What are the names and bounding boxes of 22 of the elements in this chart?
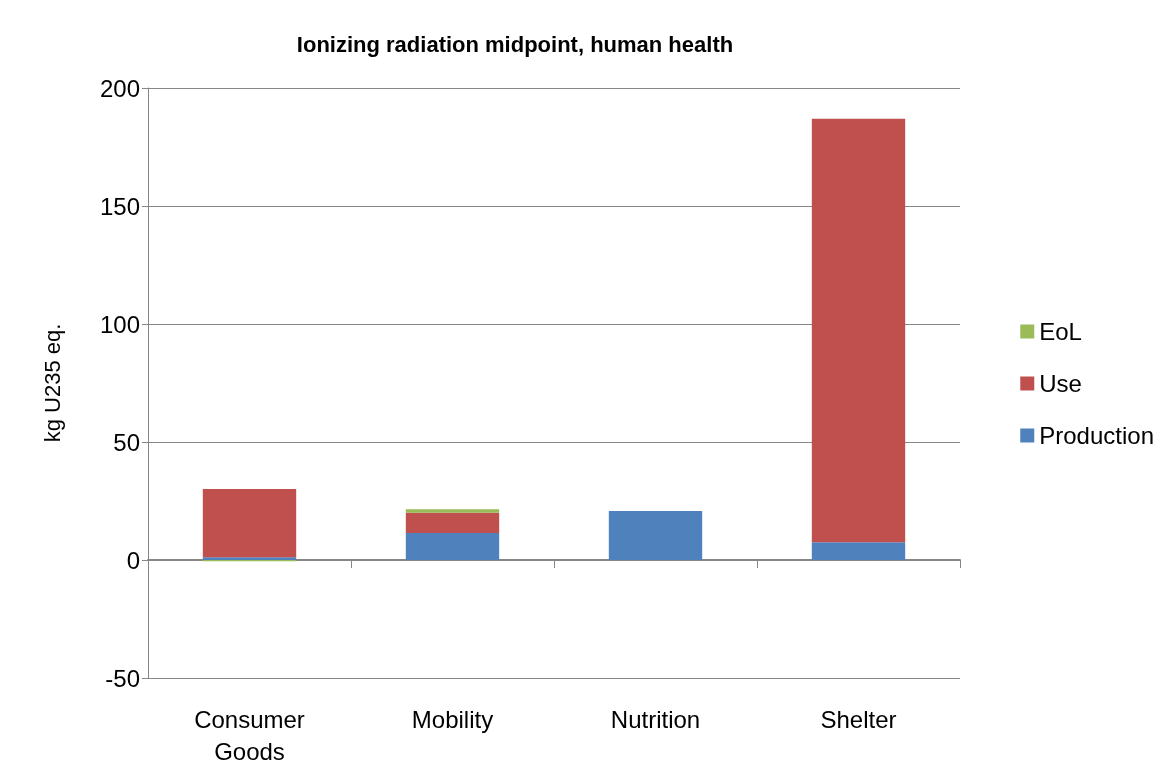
legend-label: Production [1039, 422, 1155, 449]
chart-title: Ionizing radiation midpoint, human health [296, 31, 734, 57]
bar [405, 512, 500, 534]
y-tick-label: 150 [99, 192, 140, 220]
x-tick-label: Mobility [411, 705, 494, 733]
y-tick-label: -50 [105, 664, 140, 692]
legend-label: Use [1039, 370, 1082, 397]
bar [608, 510, 703, 560]
y-tick-label: 0 [126, 546, 140, 574]
y-tick-label: 100 [99, 310, 140, 338]
bar [811, 542, 906, 560]
x-tick-label: Nutrition [610, 705, 701, 733]
bar [405, 509, 500, 513]
bar [811, 118, 906, 543]
x-tick-label: Consumer Goods [194, 705, 305, 765]
y-axis-title: kg U235 eq. [39, 323, 65, 443]
bar [405, 533, 500, 560]
x-tick-label: Shelter [820, 705, 897, 733]
legend-label: EoL [1039, 318, 1082, 345]
y-tick-label: 50 [113, 428, 140, 456]
y-tick-label: 200 [99, 74, 140, 102]
bar [202, 488, 297, 558]
